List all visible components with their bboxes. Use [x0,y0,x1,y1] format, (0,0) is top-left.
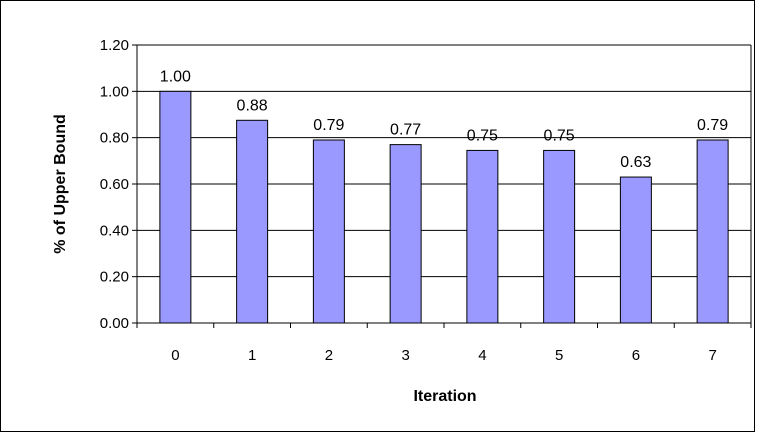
labels: 0.00 0.20 0.40 0.60 0.80 1.00 1.20 1.00 0 0.88 1 0.… [100,37,729,364]
y-tick-label: 0.60 [100,176,129,193]
y-axis-title: % of Upper Bound [52,114,69,254]
x-tick-label: 3 [401,347,409,364]
data-label: 0.79 [697,117,728,134]
bar-iteration-5 [543,149,576,324]
data-label: 0.79 [313,117,344,134]
axes [132,44,752,328]
bar-iteration-7 [696,139,729,324]
data-label: 0.75 [544,127,575,144]
data-label: 1.00 [160,68,191,85]
bar-iteration-3 [389,144,422,324]
x-tick-label: 7 [708,347,716,364]
x-tick-label: 5 [555,347,563,364]
data-label: 0.63 [620,154,651,171]
x-tick-label: 6 [632,347,640,364]
gridlines [137,44,751,278]
data-label: 0.88 [237,97,268,114]
bar-iteration-0 [159,90,192,324]
bar-iteration-4 [466,149,499,324]
y-tick-label: 1.20 [100,37,129,54]
x-tick-label: 4 [478,347,486,364]
bars [159,90,729,324]
y-tick-label: 0.80 [100,130,129,147]
bar-iteration-1 [236,119,269,324]
data-label: 0.77 [390,122,421,139]
bar-iteration-6 [619,176,652,324]
y-tick-label: 0.20 [100,269,129,286]
y-tick-label: 0.00 [100,315,129,332]
x-axis-title: Iteration [413,388,476,405]
x-tick-label: 2 [325,347,333,364]
y-tick-label: 0.40 [100,222,129,239]
x-tick-label: 1 [248,347,256,364]
bar-iteration-2 [312,139,345,324]
y-tick-label: 1.00 [100,83,129,100]
data-label: 0.75 [467,127,498,144]
x-tick-label: 0 [171,347,179,364]
